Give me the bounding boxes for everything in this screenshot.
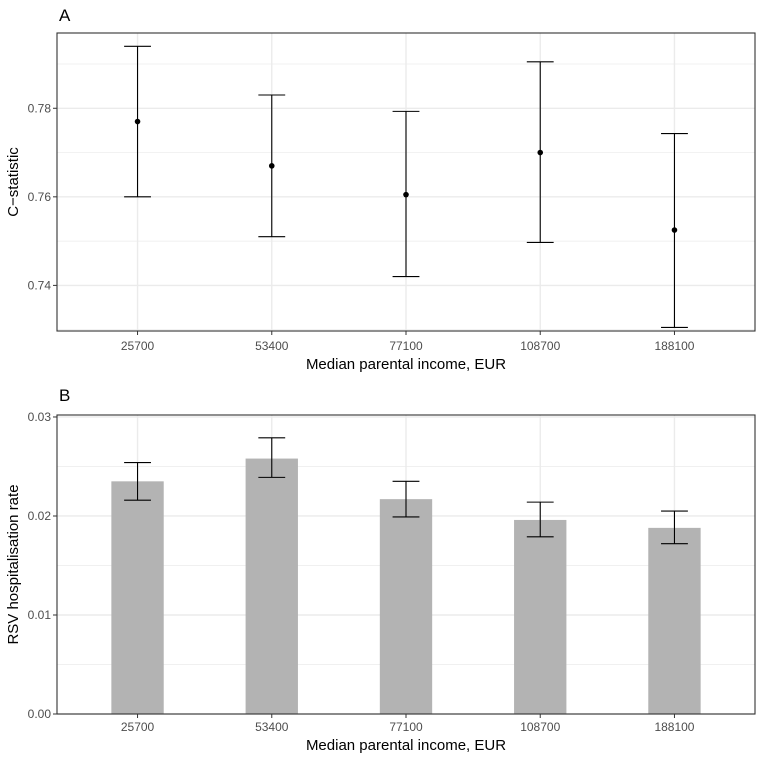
x-tick-label: 188100: [654, 339, 694, 353]
panel-label: A: [59, 6, 71, 25]
x-tick-label: 25700: [121, 720, 155, 734]
y-tick-label: 0.01: [28, 608, 52, 622]
y-tick-label: 0.78: [28, 101, 52, 115]
x-tick-label: 53400: [255, 339, 289, 353]
y-tick-label: 0.74: [28, 278, 52, 292]
bar: [648, 527, 701, 714]
y-tick-label: 0.02: [28, 509, 52, 523]
bar: [111, 481, 164, 714]
y-tick-label: 0.00: [28, 707, 52, 721]
x-tick-label: 108700: [520, 720, 560, 734]
data-point: [537, 149, 544, 156]
y-tick-label: 0.03: [28, 410, 52, 424]
x-tick-label: 53400: [255, 720, 289, 734]
panel-label: B: [59, 386, 70, 405]
panel-a: 0.74 0.76 0.78 25700 53400 77100 108700 188100 M…: [5, 6, 756, 373]
x-tick-label: 108700: [520, 339, 560, 353]
bar: [379, 499, 433, 714]
data-point: [268, 163, 275, 169]
bar: [514, 519, 567, 714]
x-tick-label: 25700: [121, 339, 155, 353]
x-tick-label: 77100: [389, 339, 423, 353]
bar: [245, 458, 298, 714]
x-axis-title: Median parental income, EUR: [306, 737, 506, 754]
y-axis-title: C−statistic: [5, 147, 22, 217]
x-tick-label: 188100: [654, 720, 694, 734]
data-point: [134, 118, 141, 125]
y-axis-title: RSV hospitalisation rate: [5, 484, 22, 644]
data-point: [671, 227, 678, 233]
x-tick-label: 77100: [389, 720, 423, 734]
panel-b: 0.00 0.01 0.02 0.03 25700 53400 77100 108700 188…: [5, 386, 756, 754]
data-point: [403, 191, 409, 198]
x-axis-title: Median parental income, EUR: [306, 356, 506, 373]
y-tick-label: 0.76: [28, 190, 52, 204]
